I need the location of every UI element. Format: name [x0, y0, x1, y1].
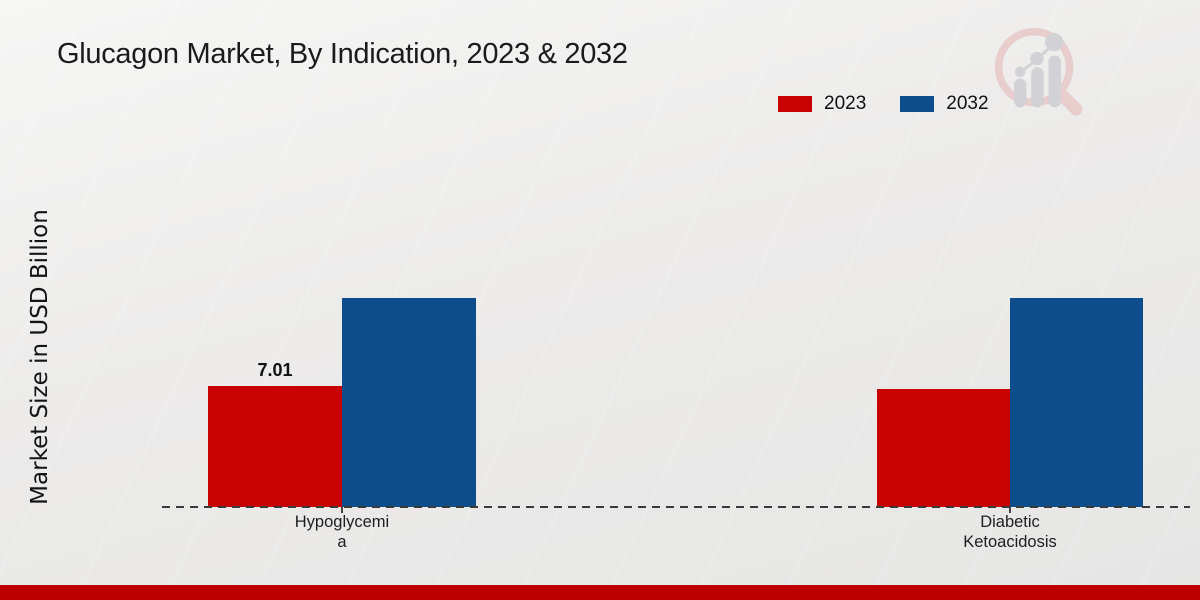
bar-2023-hypoglycemia: 7.01: [208, 360, 342, 507]
x-axis-baseline: [162, 506, 1190, 508]
x-category-label-hypoglycemia: Hypoglycemi a: [252, 512, 432, 552]
bar-2032-hypoglycemia: [342, 298, 476, 507]
x-category-label-line: Diabetic: [980, 513, 1040, 531]
bar-2023-diabetic-ketoacidosis: [877, 389, 1010, 507]
x-axis-tick-diabetic-ketoacidosis: [1009, 507, 1011, 513]
legend-item-2023: 2023: [778, 93, 866, 115]
legend-item-2032: 2032: [900, 93, 989, 115]
x-category-label-line: Hypoglycemi: [294, 513, 390, 531]
bar-2032-diabetic-ketoacidosis: [1010, 298, 1143, 507]
legend: 2023 2032: [778, 93, 989, 115]
footer-accent-bar: [0, 585, 1200, 600]
legend-swatch-2023: [778, 96, 812, 112]
chart-title: Glucagon Market, By Indication, 2023 & 2…: [57, 38, 628, 70]
legend-label-2032: 2032: [946, 93, 989, 114]
x-category-label-diabetic-ketoacidosis: Diabetic Ketoacidosis: [920, 512, 1100, 552]
bar-group-diabetic-ketoacidosis: [877, 298, 1143, 507]
x-axis-tick-hypoglycemia: [341, 507, 343, 513]
x-category-label-line: Ketoacidosis: [963, 533, 1057, 551]
magnifier-bar-chart-logo-icon: [994, 27, 1083, 116]
bar-group-hypoglycemia: 7.01: [208, 298, 476, 507]
legend-swatch-2032: [900, 96, 935, 112]
bar-value-label: 7.01: [257, 360, 293, 380]
y-axis-title: Market Size in USD Billion: [27, 209, 53, 505]
legend-label-2023: 2023: [824, 93, 867, 114]
x-category-label-line: a: [337, 533, 347, 551]
